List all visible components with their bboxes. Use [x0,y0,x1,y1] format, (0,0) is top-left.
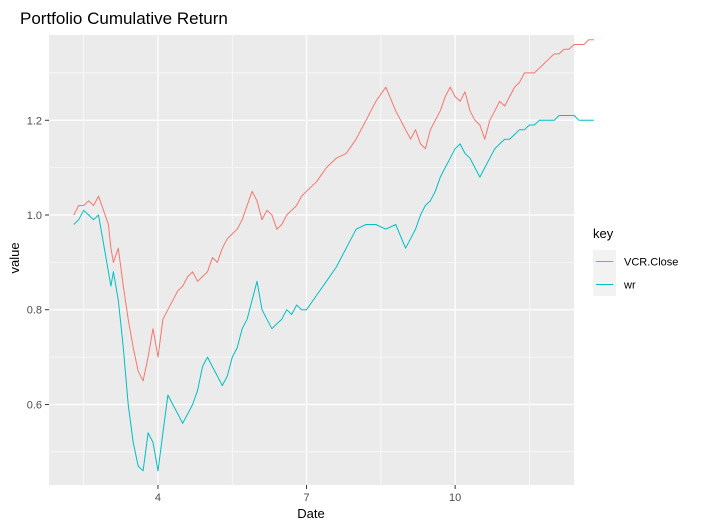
y-tick-label: 0.8 [27,305,42,317]
x-tick-labels: 4 7 10 [155,492,461,504]
y-tick-label: 1.2 [27,115,42,127]
x-tick-label: 4 [155,492,161,504]
legend-label: wr [623,280,636,292]
x-tick-label: 7 [303,492,309,504]
legend-label: VCR.Close [624,257,678,269]
legend-title: key [593,226,614,241]
legend-items: VCR.Close wr [593,250,678,296]
x-tick-label: 10 [449,492,461,504]
y-tick-label: 1.0 [27,210,42,222]
legend: key VCR.Close wr [593,226,678,296]
chart-title: Portfolio Cumulative Return [20,9,228,28]
y-tick-labels: 0.6 0.8 1.0 1.2 [27,115,42,411]
plot-panel [49,35,574,485]
x-axis-title: Date [297,506,324,521]
y-axis-title: value [7,242,22,273]
y-tick-label: 0.6 [27,399,42,411]
